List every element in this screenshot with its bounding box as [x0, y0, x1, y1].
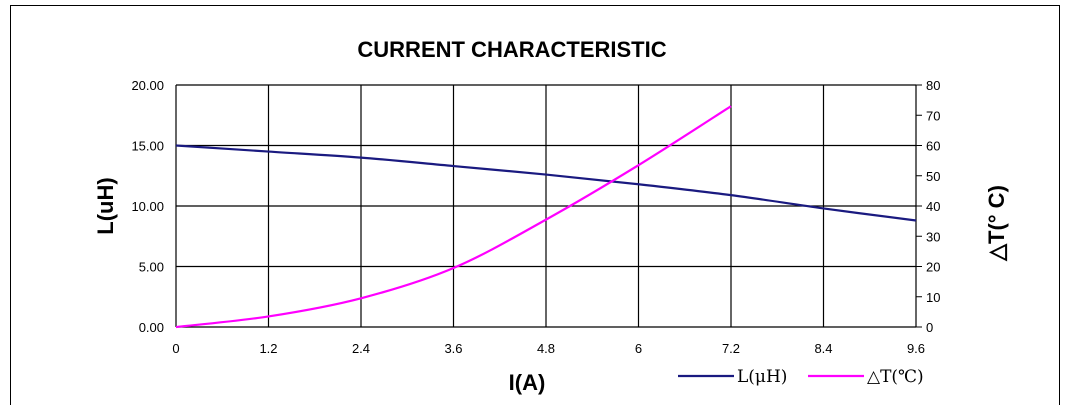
y-right-tick-label: 30	[926, 229, 940, 244]
y-right-tick-label: 50	[926, 169, 940, 184]
y-right-tick-label: 60	[926, 139, 940, 154]
y-right-tick-label: 0	[926, 320, 933, 335]
legend-label: △T(℃)	[867, 367, 924, 387]
chart-title: CURRENT CHARACTERISTIC	[357, 37, 666, 62]
legend: L(μH) △T(℃)	[678, 367, 924, 387]
x-tick-label: 2.4	[352, 341, 370, 356]
chart-grid	[175, 84, 922, 328]
y-left-tick-label: 20.00	[131, 78, 164, 93]
y-left-axis-label: L(uH)	[93, 177, 118, 234]
y-right-axis-label: △T(° C)	[984, 185, 1009, 262]
x-tick-label: 0	[172, 341, 179, 356]
y-left-tick-labels: 0.00 5.00 10.00 15.00 20.00	[131, 78, 164, 335]
chart-frame	[10, 5, 1060, 405]
y-right-tick-label: 10	[926, 290, 940, 305]
y-left-tick-label: 5.00	[139, 260, 164, 275]
y-left-tick-label: 10.00	[131, 199, 164, 214]
series-lines	[175, 105, 917, 329]
x-tick-labels: 0 1.2 2.4 3.6 4.8 6 7.2 8.4 9.6	[172, 341, 925, 356]
y-right-tick-label: 20	[926, 260, 940, 275]
legend-label: L(μH)	[737, 367, 787, 387]
series-line-temperature-rise	[175, 105, 732, 329]
y-right-tick-label: 70	[926, 108, 940, 123]
y-left-tick-label: 15.00	[131, 139, 164, 154]
x-tick-label: 6	[635, 341, 642, 356]
y-right-tick-label: 80	[926, 78, 940, 93]
x-axis-label: I(A)	[509, 370, 546, 395]
series-line-inductance	[175, 144, 917, 222]
x-tick-label: 4.8	[537, 341, 555, 356]
y-right-tick-label: 40	[926, 199, 940, 214]
x-tick-label: 9.6	[907, 341, 925, 356]
x-tick-label: 8.4	[814, 341, 832, 356]
y-left-tick-label: 0.00	[139, 320, 164, 335]
x-tick-label: 7.2	[722, 341, 740, 356]
y-right-tick-labels: 0 10 20 30 40 50 60 70 80	[926, 78, 940, 335]
x-tick-label: 3.6	[444, 341, 462, 356]
x-tick-label: 1.2	[259, 341, 277, 356]
